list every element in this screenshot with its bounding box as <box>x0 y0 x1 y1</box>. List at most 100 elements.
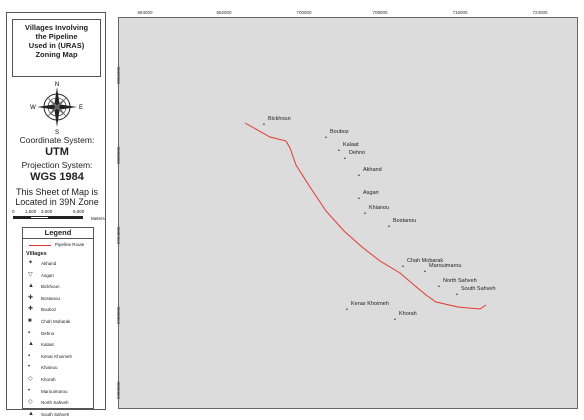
village-symbol-icon: ▲ <box>28 410 34 417</box>
map-title-line: Zoning Map <box>35 50 78 59</box>
village-label: South Sahveh <box>461 286 496 292</box>
legend-village-item: ▲ Kalaat <box>23 339 93 351</box>
village-label: Akhand <box>363 167 382 173</box>
village-label: Khianou <box>369 205 390 211</box>
village-label: Marouimarou <box>429 263 462 269</box>
compass-w: W <box>30 105 36 111</box>
village-symbol-icon: • <box>28 364 31 371</box>
legend-items: ✦ Akhand ▽ Asgari ▲ Bickhoun ✚ Bostanou ✚ Bouboz ■… <box>23 258 93 420</box>
map-title-line: the Pipeline <box>35 32 78 41</box>
projection-system-value: WGS 1984 <box>30 171 84 183</box>
village-symbol-icon: ▽ <box>28 271 33 278</box>
scale-label: 0 <box>12 209 15 214</box>
map-frame <box>118 17 578 409</box>
route-line-swatch <box>29 245 51 246</box>
legend-village-name: Khianou <box>41 365 58 371</box>
pipeline-route <box>244 122 487 310</box>
legend-village-name: Marouimarou <box>41 388 68 394</box>
legend-village-name: Bouboz <box>41 307 57 313</box>
sheet-note-line: Located in 39N Zone <box>15 197 99 207</box>
map-title-box: Villages Involving the Pipeline Used in … <box>12 19 101 77</box>
village-symbol-icon: ◇ <box>28 375 33 382</box>
legend-village-name: North Sahveh <box>41 400 69 406</box>
sheet-note-line: This Sheet of Map is <box>15 187 99 197</box>
coordinate-system-label: Coordinate System: <box>19 135 95 145</box>
map-title-line: Used in (URAS) <box>28 41 85 50</box>
legend-village-name: Kenar Khoimeh <box>41 353 73 359</box>
village-marker-icon: • <box>263 122 265 128</box>
legend-village-item: ▪ Dehno <box>23 328 93 340</box>
village-symbol-icon: ▲ <box>28 341 34 348</box>
legend-village-item: • Khianou <box>23 362 93 374</box>
top-tick-label: 684000 <box>137 10 153 15</box>
route-label: Pipeline Route <box>55 242 85 247</box>
village-label: North Sahveh <box>443 278 477 284</box>
village-label: Bouboz <box>330 129 349 135</box>
village-label: Bickhoun <box>268 116 291 122</box>
top-tick-label: 708000 <box>372 10 388 15</box>
scale-bar: 0 1,500 3,000 6,000 Meters <box>11 209 105 227</box>
village-marker-icon: • <box>394 317 396 323</box>
compass-n: N <box>55 82 59 88</box>
compass-e: E <box>79 105 83 111</box>
village-label: Kalaat <box>343 142 359 148</box>
village-symbol-icon: ◇ <box>28 399 33 406</box>
village-marker-icon: • <box>402 264 404 270</box>
legend-village-item: ▲ Bickhoun <box>23 281 93 293</box>
scale-label: 6,000 <box>73 209 85 214</box>
projection-system-label: Projection System: <box>21 160 93 170</box>
village-marker-icon: • <box>358 196 360 202</box>
village-symbol-icon: ▪ <box>28 329 31 336</box>
legend-village-name: Khorah <box>41 376 56 382</box>
village-symbol-icon: • <box>28 387 31 394</box>
scale-label: 1,500 <box>25 209 37 214</box>
legend-title: Legend <box>23 228 93 239</box>
legend-village-item: ◇ North Sahveh <box>23 397 93 409</box>
legend-village-item: ▽ Asgari <box>23 270 93 282</box>
village-label: Bostanou <box>393 218 417 224</box>
compass-s: S <box>55 130 59 135</box>
village-marker-icon: • <box>388 224 390 230</box>
village-symbol-icon: ✚ <box>28 294 34 301</box>
village-marker-icon: • <box>456 292 458 298</box>
legend-village-item: ▲ South Sahveh <box>23 409 93 420</box>
legend-village-name: Bostanou <box>41 295 61 301</box>
top-tick-label: 716000 <box>452 10 468 15</box>
scale-label: 3,000 <box>41 209 53 214</box>
legend-village-item: ▪ Kenar Khoimeh <box>23 351 93 363</box>
village-marker-icon: • <box>325 135 327 141</box>
village-symbol-icon: ✚ <box>28 306 34 313</box>
legend-village-name: Chah Mobarak <box>41 318 71 324</box>
village-label: Chah Mobarak <box>407 258 444 264</box>
village-symbol-icon: ▲ <box>28 283 34 290</box>
village-marker-icon: • <box>358 173 360 179</box>
legend-village-item: ◇ Khorah <box>23 374 93 386</box>
legend-village-item: • Marouimarou <box>23 386 93 398</box>
legend-village-name: Akhand <box>41 261 57 266</box>
legend-village-name: Dehno <box>41 330 55 336</box>
scale-unit: Meters <box>91 216 105 221</box>
legend-village-name: Bickhoun <box>41 284 60 290</box>
map-canvas <box>244 122 487 310</box>
village-label: Asgari <box>363 190 379 196</box>
legend-village-item: ✚ Bouboz <box>23 304 93 316</box>
village-marker-icon: • <box>438 284 440 290</box>
village-marker-icon: • <box>424 269 426 275</box>
legend-village-name: South Sahveh <box>41 411 70 417</box>
village-label: Dehno <box>349 150 366 156</box>
village-label: Khorah <box>399 311 417 317</box>
village-symbol-icon: ■ <box>28 317 32 324</box>
top-tick-label: 700000 <box>296 10 312 15</box>
village-marker-icon: • <box>364 211 366 217</box>
legend-village-item: ✚ Bostanou <box>23 293 93 305</box>
legend: Legend Pipeline Route Villages ✦ Akhand ▽ A… <box>22 227 94 417</box>
village-symbol-icon: ▪ <box>28 352 31 359</box>
village-symbol-icon: ✦ <box>28 260 34 266</box>
village-marker-icon: • <box>344 156 346 162</box>
compass-rose-icon: N S W E <box>30 82 83 135</box>
top-tick-label: 692000 <box>216 10 232 15</box>
village-label: Kenar Khoimeh <box>351 301 389 307</box>
top-tick-label: 724000 <box>532 10 548 15</box>
legend-route-entry: Pipeline Route <box>23 239 93 251</box>
legend-village-name: Kalaat <box>41 342 54 348</box>
